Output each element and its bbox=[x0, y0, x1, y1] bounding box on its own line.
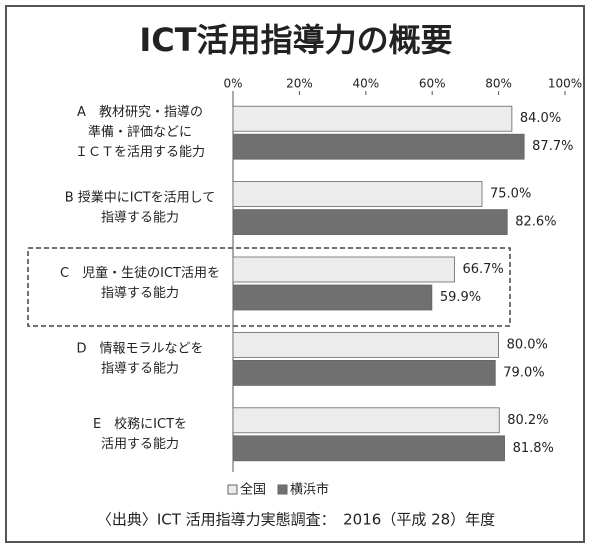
x-tick-label: 100% bbox=[548, 77, 582, 91]
legend-label: 横浜市 bbox=[290, 482, 329, 498]
bar bbox=[232, 181, 483, 208]
category-label: 準備・評価などに bbox=[88, 124, 192, 140]
bar bbox=[232, 105, 513, 132]
source: 〈出典〉ICT 活用指導力実態調査： 2016（平成 28）年度 bbox=[97, 511, 495, 529]
category-label: 指導する能力 bbox=[101, 211, 179, 226]
category-label: 指導する能力 bbox=[101, 286, 179, 301]
category-label: D 情報モラルなどを bbox=[76, 341, 203, 356]
x-tick-label: 20% bbox=[286, 77, 313, 91]
value-label: 79.0% bbox=[503, 365, 544, 380]
bar bbox=[232, 331, 500, 358]
highlight-box bbox=[27, 247, 511, 327]
bar bbox=[232, 256, 455, 283]
chart-title: ICT活用指導力の概要 bbox=[139, 21, 452, 59]
value-label: 80.2% bbox=[507, 413, 548, 428]
bar bbox=[232, 435, 505, 462]
bar bbox=[232, 359, 496, 386]
bar bbox=[232, 133, 525, 160]
value-label: 66.7% bbox=[462, 262, 503, 277]
category-label: 活用する能力 bbox=[101, 437, 179, 452]
legend-swatch bbox=[227, 484, 238, 495]
value-label: 81.8% bbox=[513, 441, 554, 456]
value-label: 87.7% bbox=[532, 139, 573, 154]
bar bbox=[232, 209, 508, 236]
category-label: B 授業中にICTを活用して bbox=[65, 190, 216, 206]
category-label: ＩＣＴを活用する能力 bbox=[75, 145, 205, 160]
bar bbox=[232, 407, 500, 434]
category-label: E 校務にICTを bbox=[93, 416, 187, 432]
legend-label: 全国 bbox=[240, 482, 266, 498]
x-tick-label: 40% bbox=[352, 77, 379, 91]
category-label: 指導する能力 bbox=[101, 361, 179, 376]
value-label: 75.0% bbox=[490, 187, 531, 202]
value-label: 59.9% bbox=[440, 290, 481, 305]
x-tick-label: 80% bbox=[485, 77, 512, 91]
value-label: 82.6% bbox=[515, 215, 556, 230]
value-label: 84.0% bbox=[520, 111, 561, 126]
x-tick-label: 60% bbox=[419, 77, 446, 91]
category-label: C 児童・生徒のICT活用を bbox=[60, 265, 220, 281]
value-label: 80.0% bbox=[507, 337, 548, 352]
x-tick-label: 0% bbox=[223, 77, 242, 91]
category-label: A 教材研究・指導の bbox=[77, 104, 203, 120]
bar bbox=[232, 284, 433, 311]
legend-swatch bbox=[277, 484, 288, 495]
